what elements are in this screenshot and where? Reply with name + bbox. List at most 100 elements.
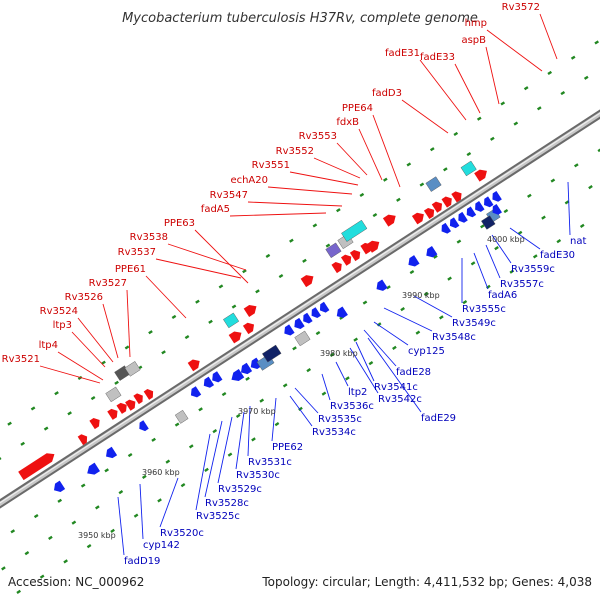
grid-marker xyxy=(560,90,566,96)
grid-marker xyxy=(513,121,519,126)
grid-marker xyxy=(396,197,401,202)
grid-marker xyxy=(67,411,72,416)
grid-marker xyxy=(368,361,374,366)
forward-gene xyxy=(425,176,442,192)
forward-gene-label: hmp xyxy=(465,18,487,29)
grid-marker xyxy=(16,589,21,594)
label-leaders xyxy=(39,13,571,556)
grid-marker xyxy=(325,243,331,248)
grid-marker xyxy=(148,330,153,335)
reverse-gene-label: Rv3549c xyxy=(452,318,496,329)
reverse-leader xyxy=(139,483,144,540)
grid-marker xyxy=(184,334,190,340)
reverse-gene-label: cyp142 xyxy=(143,540,180,551)
forward-gene-label: ltp4 xyxy=(39,340,58,351)
forward-gene xyxy=(366,240,380,253)
scale-tick-label: 3970 kbp xyxy=(238,407,276,416)
forward-leader xyxy=(39,365,101,384)
reverse-leader xyxy=(383,307,433,332)
grid-marker xyxy=(406,162,412,167)
reverse-gene xyxy=(212,371,223,383)
grid-marker xyxy=(345,376,350,381)
grid-marker xyxy=(30,406,36,411)
backbone-line xyxy=(0,111,600,507)
grid-marker xyxy=(362,300,368,305)
grid-marker xyxy=(242,269,247,274)
reverse-gene-label: cyp125 xyxy=(408,346,445,357)
grid-marker xyxy=(594,40,599,45)
grid-marker xyxy=(547,70,553,76)
grid-marker xyxy=(208,319,213,324)
forward-gene-label: PPE63 xyxy=(164,218,195,229)
grid-marker xyxy=(579,223,585,228)
grid-marker xyxy=(372,212,378,218)
grid-marker xyxy=(171,314,177,320)
reverse-leader xyxy=(271,397,277,442)
reverse-leader xyxy=(335,361,349,387)
grid-marker xyxy=(527,193,532,198)
reverse-gene-label: Rv3559c xyxy=(511,264,555,275)
grid-marker xyxy=(54,391,59,396)
reverse-gene xyxy=(106,446,118,459)
reverse-gene-label: fadE30 xyxy=(540,250,575,261)
reverse-gene xyxy=(319,301,330,313)
reverse-leader xyxy=(363,329,397,367)
reverse-gene xyxy=(203,376,215,388)
grid-marker xyxy=(447,276,452,281)
grid-marker xyxy=(315,330,321,336)
grid-marker xyxy=(114,380,119,385)
reverse-gene xyxy=(458,211,468,223)
grid-marker xyxy=(382,177,388,182)
forward-gene xyxy=(125,399,136,411)
grid-marker xyxy=(165,459,171,464)
forward-gene-label: echA20 xyxy=(230,175,268,186)
grid-marker xyxy=(353,337,358,342)
forward-leader xyxy=(539,13,558,60)
reverse-gene xyxy=(481,215,496,230)
reverse-gene-label: Rv3520c xyxy=(160,528,204,539)
reverse-gene-label: fadE28 xyxy=(396,367,431,378)
reverse-gene xyxy=(240,362,253,375)
grid-marker xyxy=(218,284,224,289)
map-title: Mycobacterium tuberculosis H37Rv, comple… xyxy=(122,11,478,26)
grid-marker xyxy=(7,421,12,426)
forward-gene xyxy=(341,219,368,242)
forward-leader xyxy=(145,275,187,319)
grid-marker xyxy=(110,528,115,533)
reverse-gene-label: fadE29 xyxy=(421,413,456,424)
forward-gene-label: Rv3521 xyxy=(2,354,40,365)
grid-marker xyxy=(298,406,303,411)
reverse-gene-label: ltp2 xyxy=(348,387,367,398)
forward-gene-label: fadE33 xyxy=(420,52,455,63)
forward-gene xyxy=(300,275,314,288)
forward-gene-label: Rv3552 xyxy=(276,146,314,157)
forward-gene xyxy=(423,207,435,220)
grid-marker xyxy=(282,383,288,388)
reverse-gene xyxy=(174,409,189,424)
grid-marker xyxy=(255,289,260,294)
reverse-leader xyxy=(217,416,233,484)
grid-marker xyxy=(71,520,77,525)
scale-tick-label: 4000 kbp xyxy=(487,235,525,244)
grid-marker xyxy=(212,429,218,434)
reverse-gene-label: Rv3542c xyxy=(378,394,422,405)
scale-tick-label: 3950 kbp xyxy=(78,531,116,540)
reverse-leader xyxy=(567,181,571,236)
reverse-gene xyxy=(376,279,388,291)
grid-marker xyxy=(523,86,529,91)
forward-gene xyxy=(460,160,477,177)
grid-marker xyxy=(95,505,100,510)
reverse-gene xyxy=(336,306,348,318)
grid-marker xyxy=(415,330,421,335)
grid-marker xyxy=(118,490,124,495)
forward-leader xyxy=(57,351,104,381)
grid-marker xyxy=(476,116,482,121)
grid-marker xyxy=(133,513,139,518)
grid-marker xyxy=(104,468,110,473)
forward-gene-label: fadE31 xyxy=(385,48,420,59)
forward-gene-label: PPE61 xyxy=(115,264,146,275)
forward-gene-label: Rv3524 xyxy=(40,306,78,317)
forward-gene xyxy=(331,262,342,274)
forward-leader xyxy=(372,114,401,188)
grid-marker xyxy=(221,391,227,397)
